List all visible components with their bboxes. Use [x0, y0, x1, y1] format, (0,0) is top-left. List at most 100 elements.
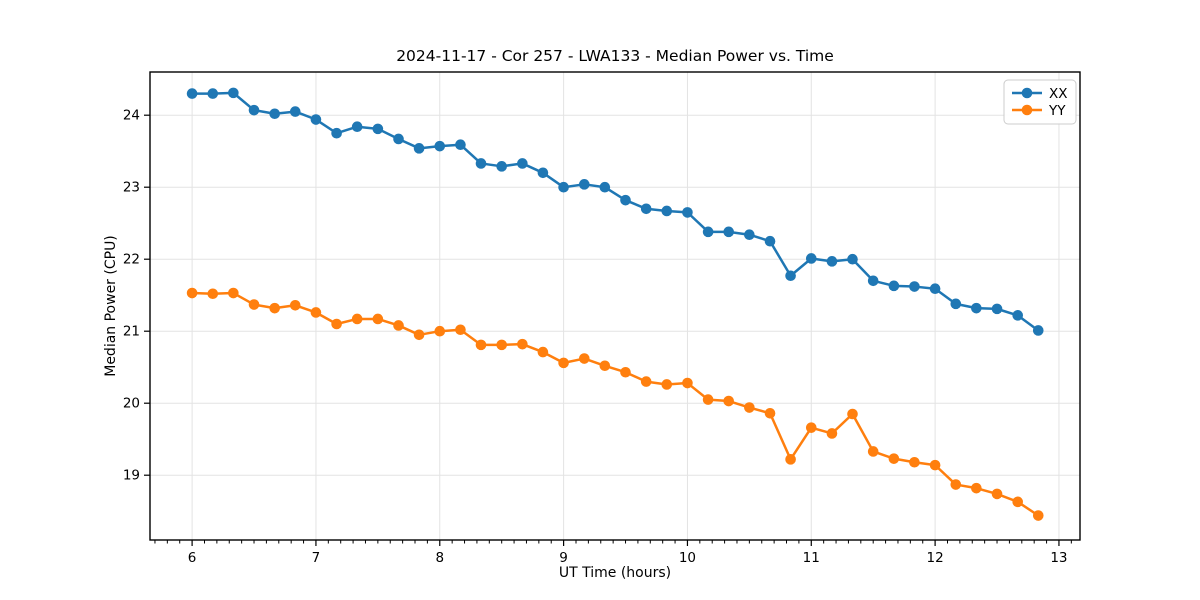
series-yy-marker [228, 287, 239, 299]
legend-sample-marker [1021, 104, 1033, 116]
series-yy-marker [455, 324, 466, 336]
series-yy-marker [1032, 510, 1044, 521]
series-xx-marker [351, 121, 363, 133]
series-yy-marker [517, 338, 528, 350]
series-yy-marker [537, 346, 549, 358]
series-yy-marker [351, 313, 363, 325]
series-yy-marker [558, 357, 569, 369]
series-yy-marker [310, 307, 322, 318]
legend-label: YY [1048, 103, 1066, 119]
x-tick-label: 10 [679, 550, 696, 566]
series-yy-marker [289, 299, 301, 311]
series-xx-marker [578, 179, 590, 190]
x-tick-label: 7 [312, 550, 321, 566]
series-yy-marker [599, 360, 611, 372]
series-yy-marker [186, 287, 198, 299]
series-yy-marker [269, 302, 281, 314]
series-yy-marker [661, 379, 673, 390]
y-tick-label: 20 [123, 396, 140, 412]
x-tick-label: 12 [927, 550, 944, 566]
series-yy-marker [764, 407, 776, 419]
x-tick-label: 8 [435, 550, 444, 566]
series-xx-marker [682, 207, 693, 218]
y-tick-label: 24 [123, 108, 140, 124]
series-xx-marker [620, 194, 631, 206]
series-yy-marker [991, 488, 1003, 500]
series-yy-marker [888, 453, 900, 464]
series-xx-line [192, 91, 1040, 332]
series-yy-marker [475, 339, 487, 351]
series-yy-marker [248, 299, 260, 310]
chart-title: 2024-11-17 - Cor 257 - LWA133 - Median P… [396, 47, 834, 65]
series-yy-marker [1012, 496, 1024, 508]
series-xx-marker [702, 226, 714, 238]
series-xx-marker [929, 283, 941, 295]
series-yy-marker [950, 479, 962, 490]
legend-label: XX [1049, 86, 1068, 102]
series-yy-marker [971, 482, 982, 494]
series-xx-marker [599, 181, 611, 193]
series-xx-marker [269, 108, 281, 120]
series-xx-marker [805, 253, 817, 264]
y-tick-label: 19 [123, 468, 140, 484]
series-xx-marker [393, 133, 404, 145]
series-yy-marker [682, 377, 693, 389]
series-yy-marker [826, 428, 838, 439]
series-yy-marker [372, 313, 384, 325]
series-xx-marker [1032, 325, 1044, 336]
x-tick-label: 11 [803, 550, 820, 566]
series-xx-marker [723, 226, 734, 238]
series-yy-marker [702, 394, 714, 405]
series-yy-marker [929, 459, 941, 471]
series-xx-marker [207, 88, 219, 99]
series-xx-marker [413, 143, 425, 154]
series-yy-marker [723, 395, 734, 407]
series-xx-marker [558, 181, 569, 193]
y-tick-label: 23 [123, 180, 140, 196]
plot-border [149, 71, 1081, 541]
series-yy-marker [867, 446, 879, 457]
series-xx-marker [847, 253, 858, 265]
series-yy-marker [207, 288, 219, 300]
x-tick-label: 6 [188, 550, 197, 566]
series-yy-marker [393, 320, 404, 331]
series-xx-marker [764, 235, 776, 247]
series-xx-marker [434, 140, 446, 152]
series-xx-marker [517, 158, 528, 169]
series-xx-marker [496, 161, 507, 172]
series-xx-marker [186, 88, 198, 99]
series-yy-marker [413, 329, 425, 341]
series-yy-marker [805, 422, 817, 433]
legend-box [1003, 79, 1077, 125]
series-yy-line [192, 291, 1039, 517]
series-xx-marker [475, 158, 487, 169]
x-tick-label: 13 [1050, 550, 1067, 566]
series-yy-marker [640, 376, 652, 387]
series-yy-marker [578, 353, 590, 364]
series-xx-marker [640, 203, 652, 215]
series-xx-marker [310, 114, 322, 125]
x-tick-label: 9 [559, 550, 568, 566]
series-xx-marker [909, 281, 920, 292]
series-xx-marker [826, 256, 838, 267]
series-xx-marker [867, 275, 879, 287]
series-yy-marker [909, 456, 920, 468]
series-xx-marker [331, 127, 342, 139]
series-xx-marker [661, 205, 673, 217]
series-xx-marker [991, 303, 1003, 315]
series-xx-marker [744, 229, 755, 241]
series-xx-marker [228, 87, 239, 99]
series-xx-marker [785, 270, 796, 282]
series-xx-marker [455, 139, 466, 151]
series-yy-marker [785, 454, 796, 465]
series-xx-marker [950, 298, 962, 310]
series-xx-marker [248, 104, 260, 116]
series-xx-marker [289, 106, 301, 117]
series-yy-marker [434, 325, 446, 337]
series-yy-marker [744, 402, 755, 413]
series-yy-marker [496, 339, 507, 351]
legend-sample-marker [1021, 87, 1033, 99]
y-tick-label: 22 [123, 252, 140, 268]
